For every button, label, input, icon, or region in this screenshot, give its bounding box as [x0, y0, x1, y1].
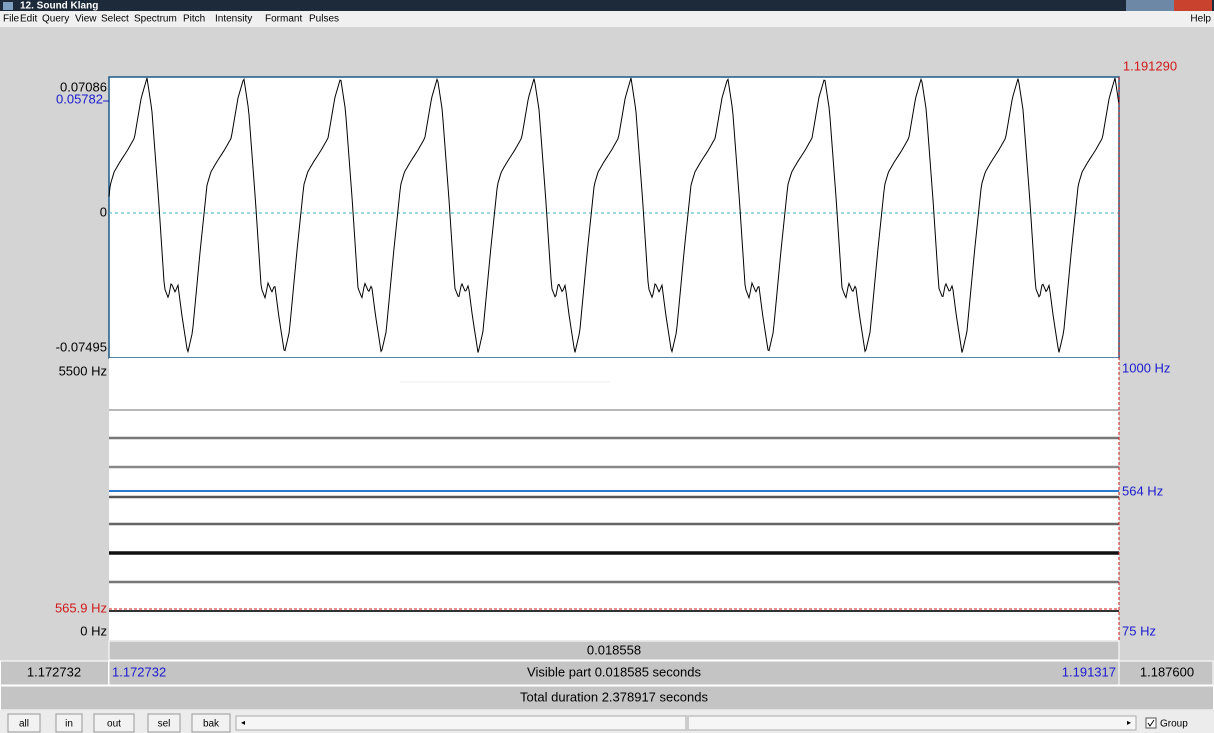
scroll-thumb[interactable]: [685, 716, 689, 730]
zoom-button[interactable]: [7, 713, 41, 733]
close-button[interactable]: [1174, 0, 1212, 11]
zoom-button-label: bak: [203, 719, 220, 730]
spectrogram-cursor-frequency: 565.9 Hz: [55, 600, 107, 615]
group-label: Group: [1160, 719, 1188, 730]
zoom-button[interactable]: [93, 713, 135, 733]
spectrogram-panel[interactable]: [109, 358, 1119, 640]
menu-item[interactable]: Help: [1190, 14, 1211, 25]
minimize-button[interactable]: [1126, 0, 1152, 11]
spectrogram-top: 5500 Hz: [59, 363, 107, 378]
harmonics: [109, 381, 1119, 612]
spectrogram-bottom: 0 Hz: [80, 623, 107, 638]
right-outer-time: 1.187600: [1140, 664, 1194, 679]
zoom-button-label: in: [65, 719, 73, 730]
scroll-left[interactable]: ◂: [241, 718, 245, 727]
waveform-cursor-value: 0.05782: [56, 91, 103, 106]
menu-item[interactable]: Spectrum: [134, 14, 177, 25]
visible-bar[interactable]: [108, 660, 1120, 686]
waveform-max: 0.07086: [60, 79, 107, 94]
zoom-button[interactable]: [147, 713, 181, 733]
menu-item[interactable]: Pulses: [309, 14, 339, 25]
selection-bar[interactable]: [108, 640, 1120, 661]
cursor-time: 1.191290: [1123, 58, 1177, 73]
total-duration: Total duration 2.378917 seconds: [520, 689, 708, 704]
visible-duration: Visible part 0.018585 seconds: [527, 664, 701, 679]
checkmark: [1147, 719, 1155, 727]
zoom-button-label: sel: [158, 719, 171, 730]
waveform-panel[interactable]: [108, 76, 1120, 359]
waveform-min: -0.07495: [56, 339, 107, 354]
zoom-button[interactable]: [191, 713, 231, 733]
right-visible-time: 1.191317: [1062, 664, 1116, 679]
menu-bar: [0, 11, 1214, 27]
scroll-right[interactable]: ▸: [1127, 718, 1131, 727]
menu-items: File Edit Query View Select Spectrum Pitch Inte…: [3, 14, 339, 25]
menu-item[interactable]: Formant: [265, 14, 302, 25]
zoom-buttons: all in out sel bak: [7, 713, 231, 733]
maximize-button[interactable]: [1152, 0, 1174, 11]
menu-item[interactable]: Query: [42, 14, 69, 25]
zoom-button-label: all: [19, 719, 29, 730]
group-checkbox[interactable]: [1145, 717, 1157, 729]
left-outer-time: 1.172732: [27, 664, 81, 679]
selection-duration: 0.018558: [587, 642, 641, 657]
left-visible-time: 1.172732: [112, 664, 166, 679]
pitch-top: 1000 Hz: [1122, 360, 1170, 375]
window-icon: [3, 2, 13, 10]
right-outer-bar[interactable]: [1118, 660, 1214, 686]
menu-item[interactable]: Pitch: [183, 14, 205, 25]
pitch-value: 564 Hz: [1122, 483, 1163, 498]
title-bar: [0, 0, 1214, 11]
waveform-zero: 0: [100, 204, 107, 219]
zoom-button[interactable]: [55, 713, 83, 733]
menu-item[interactable]: Select: [101, 14, 129, 25]
pitch-bottom: 75 Hz: [1122, 623, 1156, 638]
total-bar[interactable]: [0, 685, 1214, 711]
menu-item[interactable]: File: [3, 14, 20, 25]
window-title: 12. Sound Klang: [20, 1, 98, 12]
waveform: [108, 77, 1120, 354]
menu-item[interactable]: Edit: [20, 14, 37, 25]
left-outer-bar[interactable]: [0, 660, 109, 686]
zoom-button-label: out: [107, 719, 121, 730]
menu-item[interactable]: View: [75, 14, 97, 25]
menu-item[interactable]: Intensity: [215, 14, 252, 25]
